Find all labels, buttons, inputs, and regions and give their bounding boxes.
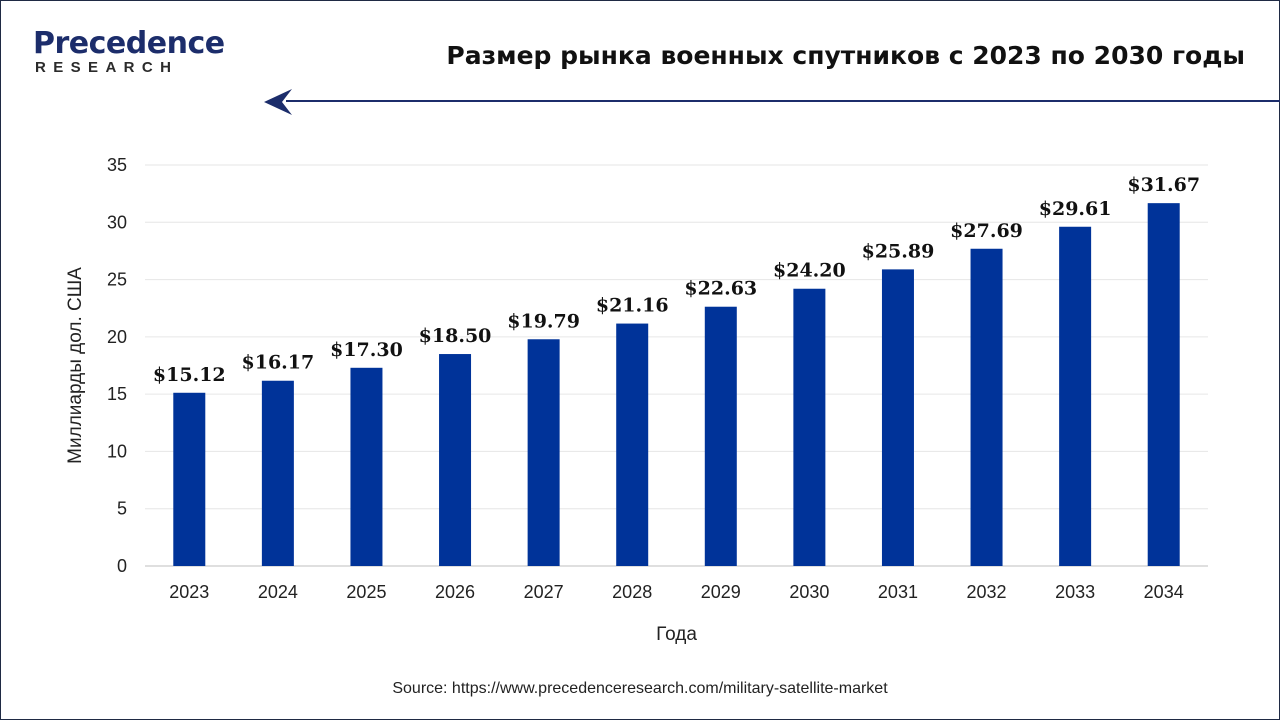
bar-2030 [793,288,826,566]
x-tick-label-2033: 2033 [1055,582,1095,602]
bar-2023 [173,392,206,566]
brand-logo: Precedence RESEARCH [33,26,233,82]
source-note: Source: https://www.precedenceresearch.c… [392,680,888,697]
x-tick-label-2027: 2027 [524,582,564,602]
x-axis-ticks: 2023 2024 2025 2026 2027 2028 2029 2030 2031 2032… [169,582,1183,602]
title-underline [286,100,1280,102]
chart-title: Размер рынка военных спутников с 2023 по… [446,41,1245,70]
bar-2029 [704,306,737,566]
y-tick-label: 30 [107,212,127,232]
y-tick-label: 10 [107,441,127,461]
x-tick-label-2028: 2028 [612,582,652,602]
data-label-2026: $18.50 [419,325,492,347]
x-tick-label-2031: 2031 [878,582,918,602]
data-label-2029: $22.63 [684,278,757,300]
data-label-2034: $31.67 [1127,174,1200,196]
x-axis-label: Года [656,624,697,645]
data-label-2033: $29.61 [1039,198,1112,220]
x-tick-label-2024: 2024 [258,582,298,602]
data-label-2031: $25.89 [862,240,935,262]
brand-name: Precedence [33,26,225,61]
arrow-left-icon [264,89,292,115]
y-tick-label: 25 [107,270,127,290]
x-tick-label-2034: 2034 [1144,582,1184,602]
x-tick-label-2025: 2025 [346,582,386,602]
y-tick-label: 15 [107,384,127,404]
data-label-2028: $21.16 [596,295,669,317]
bar-2031 [881,269,914,566]
data-label-2032: $27.69 [950,220,1023,242]
y-axis-label: Миллиарды дол. США [65,267,86,464]
data-labels: $15.12 $16.17 $17.30 $18.50 $19.79 $21.16 $22.… [153,174,1200,386]
data-label-2027: $19.79 [507,310,580,332]
bar-2028 [616,323,649,566]
x-tick-label-2032: 2032 [967,582,1007,602]
bar-2033 [1059,226,1092,566]
data-label-2025: $17.30 [330,339,403,361]
bar-2026 [439,354,472,566]
x-tick-label-2029: 2029 [701,582,741,602]
bar-2034 [1147,203,1180,566]
x-tick-label-2030: 2030 [789,582,829,602]
bar-2024 [261,380,294,566]
y-tick-label: 0 [117,556,127,576]
bar-2032 [970,248,1003,566]
y-tick-label: 20 [107,327,127,347]
x-tick-label-2023: 2023 [169,582,209,602]
x-tick-label-2026: 2026 [435,582,475,602]
y-tick-label: 5 [117,499,127,519]
data-label-2023: $15.12 [153,364,226,386]
grid-lines [145,164,1208,510]
y-axis-ticks: 0 5 10 15 20 25 30 35 [107,155,127,576]
brand-subtitle: RESEARCH [35,59,179,76]
bar-2027 [527,339,560,566]
data-label-2030: $24.20 [773,260,846,282]
bar-series [173,203,1180,566]
bar-2025 [350,367,383,566]
y-tick-label: 35 [107,155,127,175]
data-label-2024: $16.17 [242,352,315,374]
